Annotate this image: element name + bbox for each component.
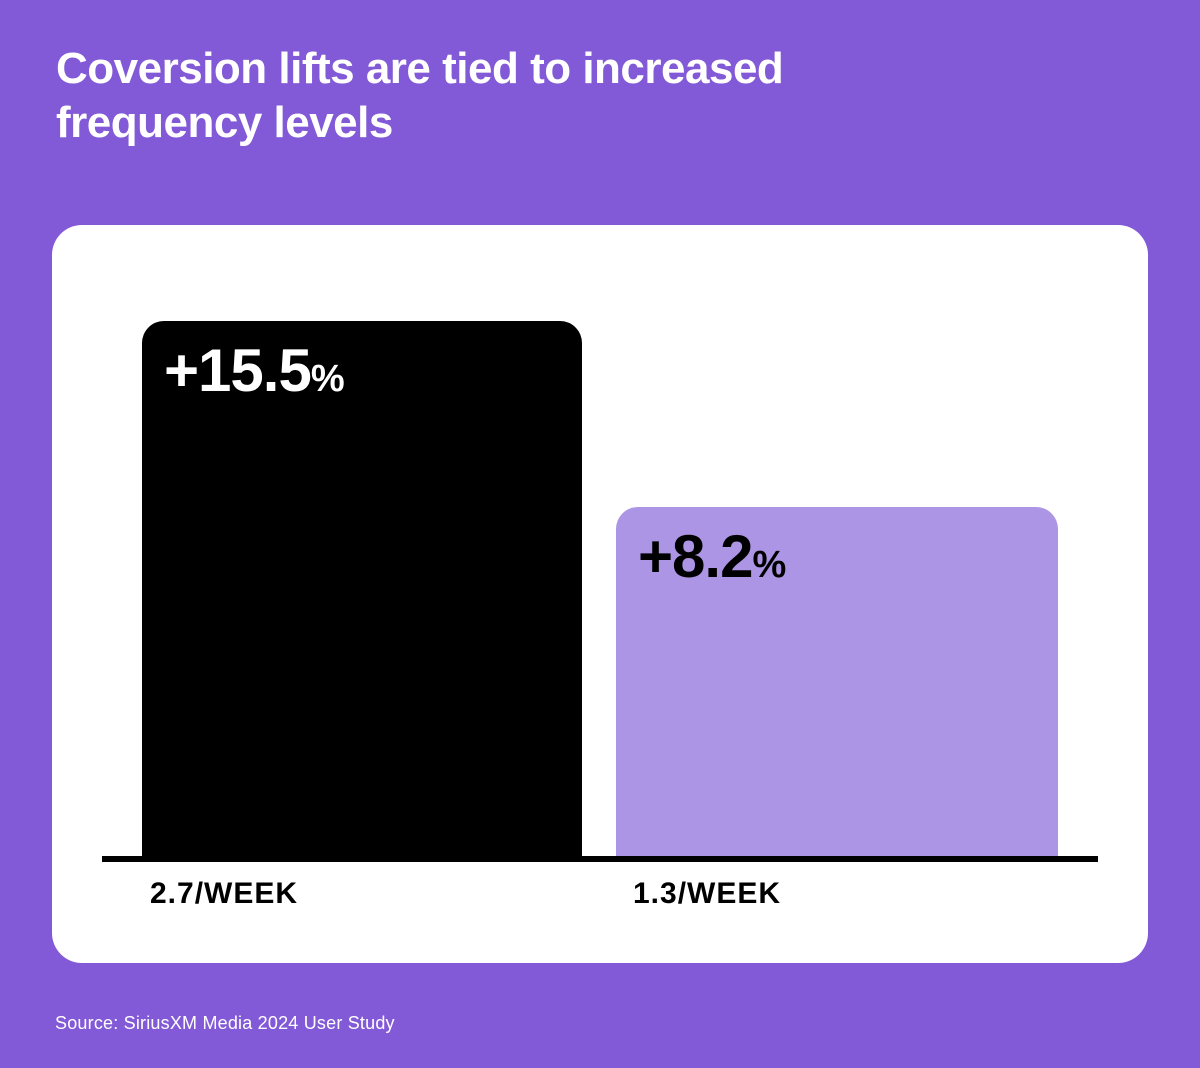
- page-title-line-2: frequency levels: [56, 98, 393, 147]
- bar-value-label: +8.2%: [638, 527, 786, 587]
- x-axis-line: [102, 856, 1098, 862]
- bar-value-number: +8.2: [638, 523, 753, 590]
- bar-value-number: +15.5: [164, 337, 312, 404]
- bar-high-frequency: +15.5%: [142, 321, 582, 858]
- source-note: Source: SiriusXM Media 2024 User Study: [55, 1013, 395, 1033]
- chart-card: +15.5% +8.2% 2.7/WEEK 1.3/WEEK: [52, 225, 1148, 963]
- percent-sign: %: [310, 358, 345, 400]
- bar-low-frequency: +8.2%: [616, 507, 1058, 858]
- page-title-line-1: Coversion lifts are tied to increased: [56, 44, 784, 93]
- percent-sign: %: [752, 544, 787, 586]
- x-axis-label-low-frequency: 1.3/WEEK: [633, 877, 782, 910]
- x-axis-label-high-frequency: 2.7/WEEK: [150, 877, 299, 910]
- bar-value-label: +15.5%: [164, 341, 345, 401]
- page-title: Coversion lifts are tied to increased fr…: [56, 42, 1036, 150]
